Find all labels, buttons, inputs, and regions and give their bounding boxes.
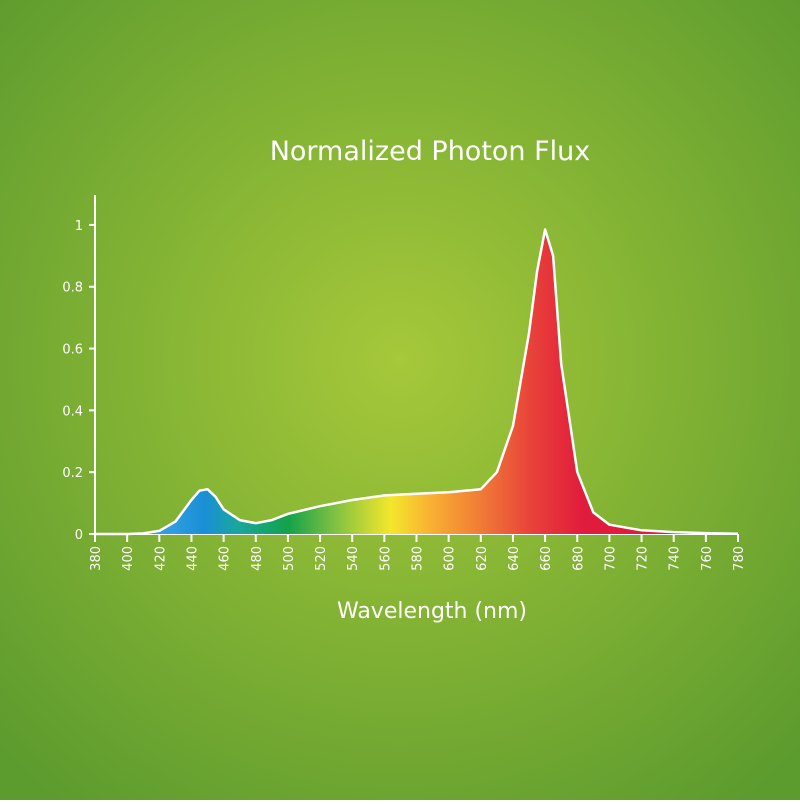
- x-tick-label: 400: [121, 546, 136, 571]
- x-tick-label: 660: [539, 546, 554, 571]
- x-tick-label: 500: [282, 546, 297, 571]
- y-tick-label: 0: [75, 528, 83, 543]
- x-tick-label: 420: [153, 546, 168, 571]
- x-tick-label: 640: [507, 546, 522, 571]
- x-tick-label: 580: [411, 546, 426, 571]
- y-tick-label: 0.2: [62, 466, 83, 481]
- y-tick-label: 0.4: [62, 404, 83, 419]
- x-axis-label: Wavelength (nm): [337, 599, 527, 624]
- x-tick-label: 560: [378, 546, 393, 571]
- x-tick-label: 780: [732, 546, 747, 571]
- x-tick-label: 600: [443, 546, 458, 571]
- x-tick-label: 440: [185, 546, 200, 571]
- y-tick-label: 0.8: [62, 281, 83, 296]
- x-tick-label: 480: [250, 546, 265, 571]
- x-tick-label: 460: [218, 546, 233, 571]
- x-tick-label: 740: [668, 546, 683, 571]
- line: [95, 228, 739, 536]
- x-tick-label: 620: [475, 546, 490, 571]
- x-tick-label: 680: [571, 546, 586, 571]
- x-tick-label: 380: [89, 546, 104, 571]
- x-tick-label: 760: [700, 546, 715, 571]
- x-tick-label: 700: [603, 546, 618, 571]
- y-tick-label: 1: [75, 219, 83, 234]
- y-tick-label: 0.6: [62, 343, 83, 358]
- chart-title: Normalized Photon Flux: [270, 136, 591, 167]
- x-tick-label: 540: [346, 546, 361, 571]
- x-tick-label: 520: [314, 546, 329, 571]
- x-tick-label: 720: [636, 546, 651, 571]
